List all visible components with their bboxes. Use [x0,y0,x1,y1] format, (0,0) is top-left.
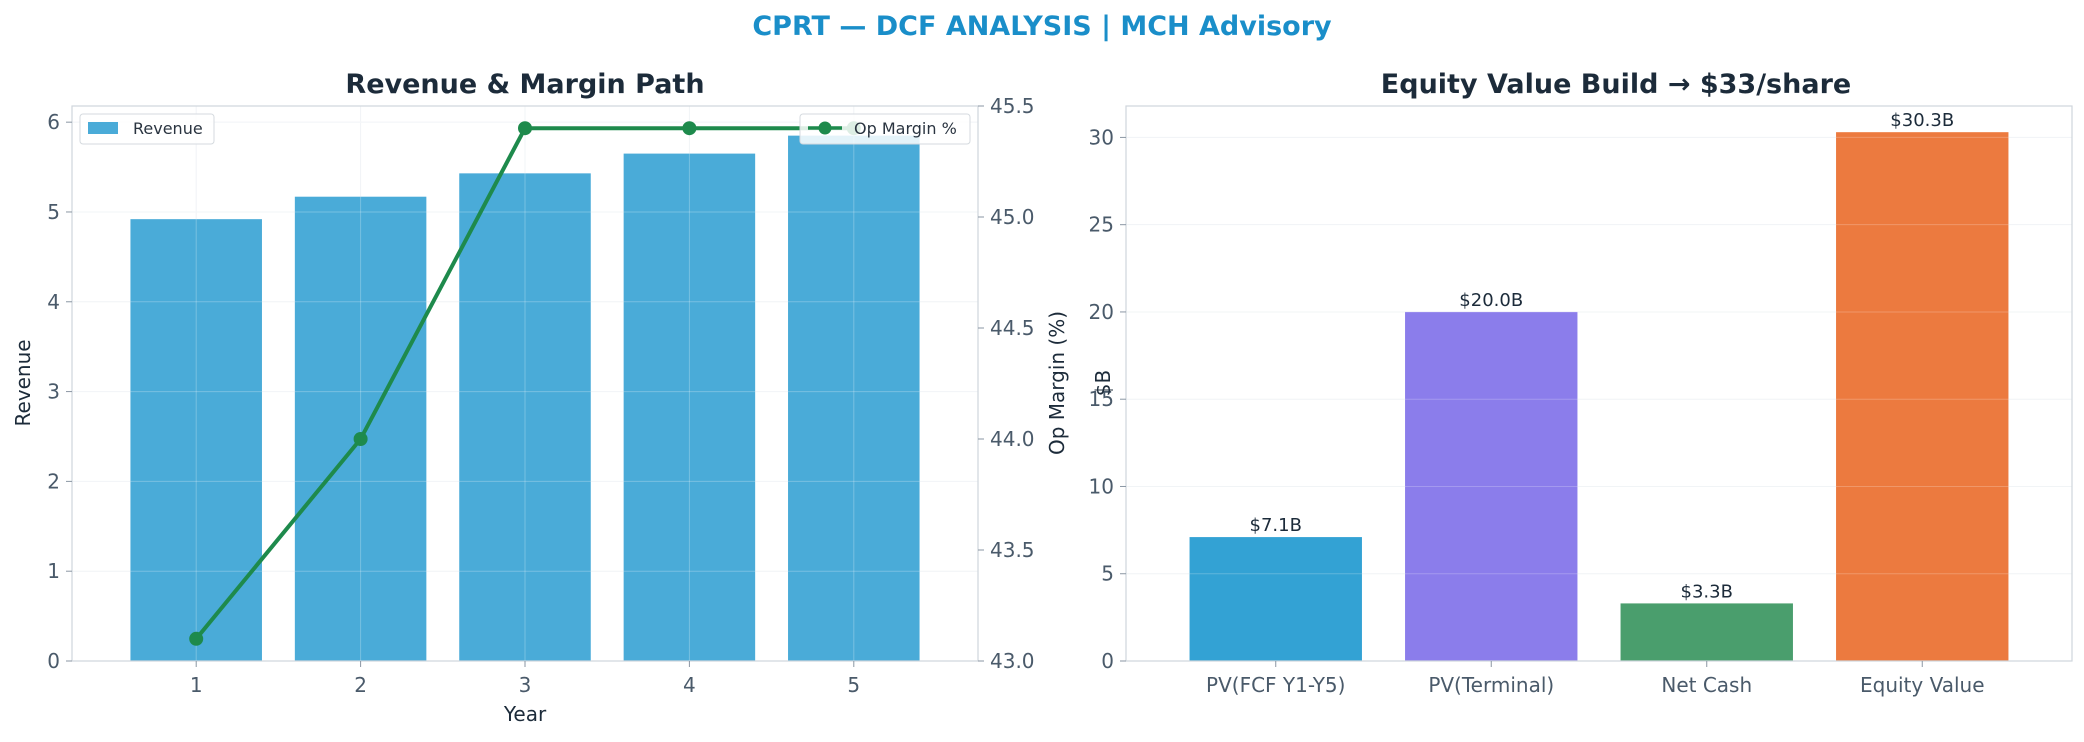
revenue-bar [294,196,427,661]
year-tick-label: 1 [190,673,203,697]
year-axis-label: Year [503,702,547,726]
equity-data-label: $7.1B [1250,515,1302,536]
equity-chart-title: Equity Value Build → $33/share [1381,69,1851,100]
equity-y-ticks: 0 5 10 15 20 25 30 [1089,125,1126,673]
revenue-tick-label: 1 [47,559,60,583]
equity-tick-label: 15 [1089,387,1114,411]
op-margin-y-ticks: 43.0 43.5 44.0 44.5 45.0 45.5 [978,94,1035,673]
op-margin-point [353,432,368,446]
op-margin-tick-label: 44.0 [990,427,1035,451]
revenue-bar [623,153,756,661]
equity-data-label: $20.0B [1459,290,1523,311]
equity-category-label: Net Cash [1661,673,1752,697]
equity-category-label: PV(Terminal) [1428,673,1554,697]
op-margin-legend-marker [818,121,832,135]
revenue-tick-label: 5 [47,200,60,224]
equity-bar [1620,603,1793,661]
figure-title: CPRT — DCF ANALYSIS | MCH Advisory [752,11,1332,42]
revenue-legend-swatch [88,122,118,134]
revenue-tick-label: 3 [47,380,60,404]
equity-tick-label: 20 [1089,300,1114,324]
revenue-chart-title: Revenue & Margin Path [345,69,704,100]
op-margin-legend: Op Margin % [799,113,971,145]
op-margin-tick-label: 45.5 [990,94,1035,118]
equity-category-label: Equity Value [1860,673,1985,697]
equity-tick-label: 5 [1101,562,1114,586]
revenue-tick-label: 0 [47,649,60,673]
year-tick-label: 3 [519,673,532,697]
revenue-legend-label: Revenue [133,119,203,138]
equity-bar [1836,132,2009,661]
revenue-y-ticks: 0 1 2 3 4 5 6 [47,110,72,673]
equity-tick-label: 30 [1089,125,1114,149]
equity-data-label: $3.3B [1681,581,1733,602]
op-margin-legend-label: Op Margin % [854,119,957,138]
revenue-tick-label: 4 [47,290,60,314]
equity-tick-label: 10 [1089,474,1114,498]
equity-tick-label: 25 [1089,213,1114,237]
equity-bars [1126,132,2072,662]
equity-bar [1405,311,1578,661]
revenue-tick-label: 2 [47,469,60,493]
revenue-bars [72,106,978,662]
year-tick-label: 5 [847,673,860,697]
year-tick-label: 4 [683,673,696,697]
equity-build-chart: Equity Value Build → $33/share $7.1B $20.… [1089,69,2073,697]
op-margin-tick-label: 43.0 [990,649,1035,673]
equity-category-label: PV(FCF Y1-Y5) [1206,673,1345,697]
equity-tick-label: 0 [1101,649,1114,673]
equity-chart-frame [1125,105,2073,662]
op-margin-tick-label: 44.5 [990,316,1035,340]
revenue-bar [459,173,591,661]
op-margin-axis-label: Op Margin (%) [1045,311,1069,455]
year-tick-label: 2 [354,673,367,697]
revenue-legend-box [79,113,215,145]
billions-axis-label: $B [1091,370,1115,396]
op-margin-point [682,121,697,136]
equity-x-ticks: PV(FCF Y1-Y5) PV(Terminal) Net Cash Equity … [1206,661,1985,697]
revenue-tick-label: 6 [47,110,60,134]
op-margin-legend-box [799,113,971,145]
op-margin-tick-label: 45.0 [990,205,1035,229]
year-x-ticks: 1 2 3 4 5 [190,661,860,697]
equity-bar [1189,537,1362,661]
revenue-legend: Revenue [79,113,215,145]
op-margin-tick-label: 43.5 [990,538,1035,562]
revenue-axis-label: Revenue [11,339,35,426]
revenue-bar [788,135,920,661]
op-margin-point [518,121,532,136]
op-margin-point [189,631,204,646]
equity-data-label: $30.3B [1890,110,1954,131]
equity-data-labels: $7.1B $20.0B $3.3B $30.3B [1250,110,1955,602]
